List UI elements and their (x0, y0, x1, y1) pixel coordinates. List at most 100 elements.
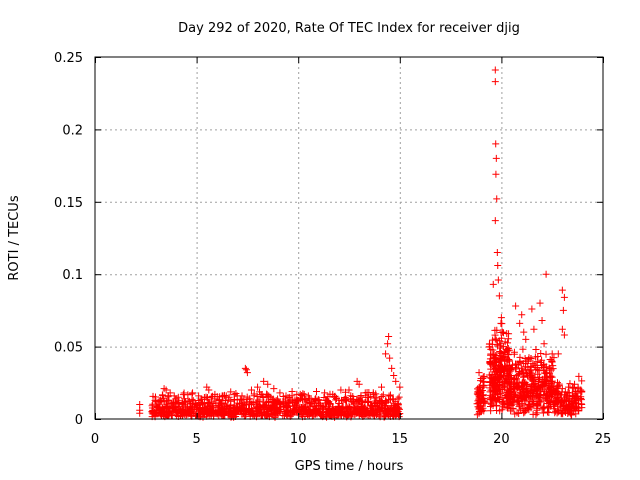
plot-frame (94, 56, 604, 420)
data-point (288, 398, 296, 406)
data-point (476, 391, 484, 399)
data-point (396, 383, 404, 391)
data-point (263, 390, 271, 398)
data-point (268, 396, 276, 404)
data-point (548, 377, 556, 385)
data-point (182, 403, 190, 411)
data-point (491, 217, 499, 225)
data-point (489, 346, 497, 354)
data-point (493, 391, 501, 399)
data-point (507, 365, 515, 373)
data-point (199, 413, 207, 421)
data-point (307, 408, 315, 416)
data-point (233, 392, 241, 400)
data-point (300, 406, 308, 414)
data-point (546, 398, 554, 406)
data-point (560, 391, 568, 399)
data-point (522, 397, 530, 405)
data-point (518, 311, 526, 319)
data-point (320, 394, 328, 402)
data-point (570, 384, 578, 392)
data-point (312, 394, 320, 402)
data-point (306, 402, 314, 410)
data-point (578, 377, 586, 385)
data-point (270, 385, 278, 393)
data-point (247, 398, 255, 406)
x-tick-label: 15 (392, 432, 409, 447)
data-point (560, 293, 568, 301)
chart-title: Day 292 of 2020, Rate Of TEC Index for r… (178, 21, 520, 36)
data-point (534, 365, 542, 373)
data-point (220, 409, 228, 417)
data-point (510, 350, 518, 358)
data-point (233, 399, 241, 407)
data-point (264, 380, 272, 388)
data-point (574, 406, 582, 414)
data-point (537, 350, 545, 358)
data-point (485, 343, 493, 351)
data-point (344, 405, 352, 413)
data-point (215, 397, 223, 405)
data-point (261, 412, 269, 420)
data-point (500, 377, 508, 385)
data-point (263, 402, 271, 410)
data-point (172, 408, 180, 416)
data-point (297, 395, 305, 403)
data-point (229, 407, 237, 415)
data-point (536, 391, 544, 399)
data-point (506, 388, 514, 396)
data-point (317, 411, 325, 419)
data-point (223, 401, 231, 409)
data-point (353, 395, 361, 403)
data-point (386, 354, 394, 362)
data-point (189, 389, 197, 397)
data-point (359, 407, 367, 415)
data-point (276, 399, 284, 407)
data-point (499, 353, 507, 361)
data-point (296, 409, 304, 417)
data-point (504, 335, 512, 343)
data-point (326, 400, 334, 408)
data-point (390, 372, 398, 380)
data-point (566, 380, 574, 388)
data-point (498, 328, 506, 336)
data-point (475, 405, 483, 413)
data-point (296, 390, 304, 398)
data-point (540, 340, 548, 348)
y-tick-label: 0.05 (54, 341, 83, 356)
y-tick-label: 0 (75, 413, 83, 428)
data-point (209, 408, 217, 416)
data-point (219, 392, 227, 400)
data-point (190, 409, 198, 417)
x-tick-label: 25 (595, 432, 612, 447)
data-point (523, 357, 531, 365)
data-point (512, 391, 520, 399)
data-point (254, 383, 262, 391)
data-point (557, 398, 565, 406)
data-point (494, 262, 502, 270)
data-point (227, 397, 235, 405)
data-point (361, 389, 369, 397)
data-point (195, 392, 203, 400)
data-point (494, 276, 502, 284)
data-point (385, 392, 393, 400)
data-point (516, 319, 524, 327)
data-point (267, 406, 275, 414)
data-point (498, 406, 506, 414)
data-point (486, 388, 494, 396)
data-point (566, 409, 574, 417)
data-point (489, 379, 497, 387)
data-point (533, 358, 541, 366)
data-point (148, 402, 156, 410)
data-point (203, 395, 211, 403)
data-point (514, 397, 522, 405)
data-point (387, 404, 395, 412)
data-point (549, 365, 557, 373)
data-point (180, 395, 188, 403)
data-point (548, 350, 556, 358)
data-point (578, 400, 586, 408)
data-point (260, 377, 268, 385)
data-point (503, 346, 511, 354)
data-point (555, 382, 563, 390)
